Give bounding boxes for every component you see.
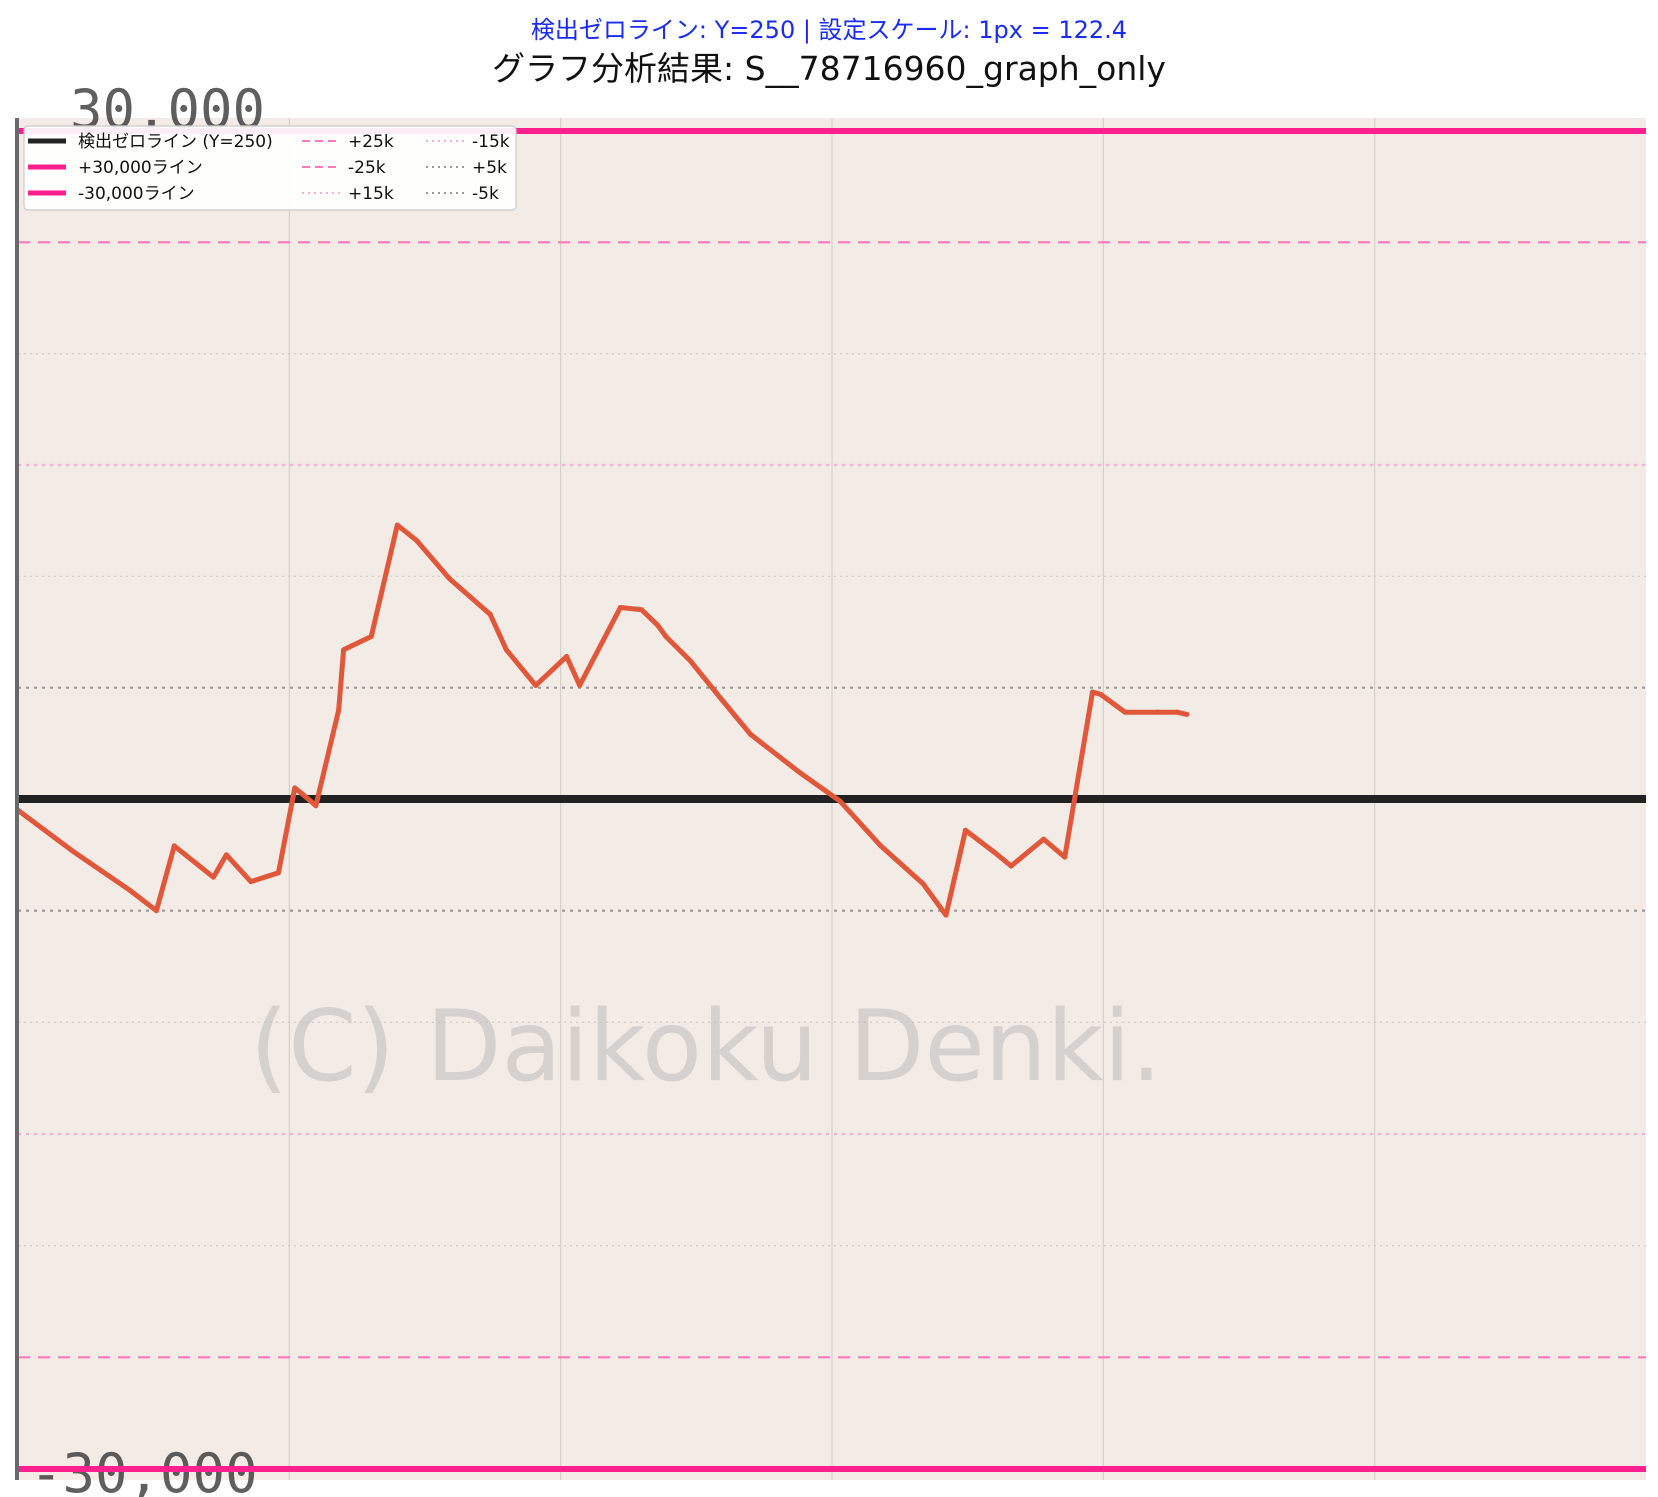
series-point [487,611,493,617]
series-point [341,647,347,653]
series-point [503,647,509,653]
series-point [1155,709,1161,715]
series-point [1122,709,1128,715]
series-point [313,803,319,809]
series-line-0 [15,522,1190,918]
series-point [639,607,645,613]
left-axis-bar [15,118,19,1480]
series-point [368,633,374,639]
series-point [292,785,298,791]
series-point [748,731,754,737]
series-point [1174,709,1180,715]
series-point [127,888,133,894]
series-point [153,908,159,914]
series-point [248,879,254,885]
series-point [1062,854,1068,860]
series-point [796,769,802,775]
series-point [655,622,661,628]
series-point [1184,711,1190,717]
legend-label-3: +25k [348,132,394,152]
series-point [446,576,452,582]
series-point [394,522,400,528]
series-point [171,843,177,849]
legend-label-8: -5k [472,184,499,204]
series-point [210,874,216,880]
series-point [920,881,926,887]
series-point [564,653,570,659]
legend: 検出ゼロライン (Y=250) +30,000ライン -30,000ライン +25k -… [23,125,517,211]
series-point [1089,689,1095,695]
series-point [720,698,726,704]
legend-label-4: -25k [348,158,386,178]
series-point [1008,863,1014,869]
series-point [837,798,843,804]
legend-label-0: 検出ゼロライン (Y=250) [78,132,273,152]
series-point [414,538,420,544]
reference-lines-layer [18,128,1646,1472]
series-point [300,792,306,798]
series-point [533,682,539,688]
series-point [1041,836,1047,842]
chart-subtitle: 検出ゼロライン: Y=250 | 設定スケール: 1px = 122.4 [530,16,1128,44]
series-point [962,827,968,833]
series-point [943,912,949,918]
series-point [1098,691,1104,697]
series-point [687,658,693,664]
legend-label-1: +30,000ライン [78,158,203,178]
series-point [878,843,884,849]
legend-box [23,125,517,211]
chart-title: グラフ分析結果: S__78716960_graph_only [492,49,1166,88]
series-point [663,633,669,639]
legend-label-5: +15k [348,184,394,204]
series-point [223,852,229,858]
series-point [275,870,281,876]
watermark-text: (C) Daikoku Denki. [250,990,1162,1104]
legend-label-7: +5k [472,158,507,178]
legend-label-2: -30,000ライン [78,184,195,204]
series-point [336,707,342,713]
series-layer [15,522,1190,918]
legend-label-6: -15k [472,132,510,152]
series-point [69,847,75,853]
series-point [577,682,583,688]
series-point [617,605,623,611]
series-point [992,850,998,856]
